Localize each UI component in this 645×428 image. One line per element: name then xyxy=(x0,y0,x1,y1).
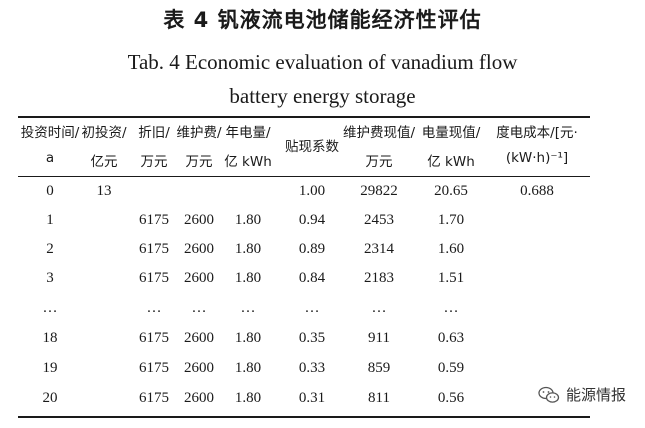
table-cell: 20 xyxy=(42,390,58,406)
table-cell: 2453 xyxy=(364,212,394,228)
table-cell: 6175 xyxy=(139,212,169,228)
column-header-7-line1: 维护费现值/ xyxy=(342,125,416,141)
watermark: 能源情报 xyxy=(538,384,626,405)
table-cell: 2314 xyxy=(364,241,394,257)
table-cell: 1.70 xyxy=(437,212,465,228)
table-cell: 859 xyxy=(367,360,391,376)
table-header-rule xyxy=(18,176,590,177)
table-cell: 0 xyxy=(46,183,54,199)
table-cell: … xyxy=(371,300,387,316)
table-cell: 6175 xyxy=(139,270,169,286)
table-cell: 0.33 xyxy=(298,360,326,376)
table-cell: … xyxy=(443,300,459,316)
column-header-8-line1: 电量现值/ xyxy=(421,125,481,141)
table-cell: 1.51 xyxy=(437,270,465,286)
table-title-en-line1: Tab. 4 Economic evaluation of vanadium f… xyxy=(127,50,518,74)
table-cell: 2600 xyxy=(184,390,214,406)
column-header-7-line2: 万元 xyxy=(365,154,393,170)
table-cell: … xyxy=(304,300,320,316)
table-cell: 1.80 xyxy=(234,270,262,286)
column-header-9-line1: 度电成本/[元· xyxy=(496,125,578,141)
table-cell: 1.80 xyxy=(234,360,262,376)
table-title-en-line2: battery energy storage xyxy=(229,84,416,108)
column-header-6-line1: 贴现系数 xyxy=(285,139,339,155)
table-cell: 0.84 xyxy=(298,270,326,286)
column-header-1-line1: 投资时间/ xyxy=(20,125,80,141)
column-header-9-line2: (kW·h)⁻¹] xyxy=(505,150,569,166)
table-cell: 2600 xyxy=(184,212,214,228)
table-cell: 6175 xyxy=(139,390,169,406)
table-cell: 1.80 xyxy=(234,212,262,228)
table-bottom-rule xyxy=(18,416,590,418)
table-cell: 0.31 xyxy=(298,390,326,406)
table-cell: 18 xyxy=(42,330,58,346)
table-cell: 811 xyxy=(368,390,390,406)
table-cell: 0.89 xyxy=(298,241,326,257)
table-cell: … xyxy=(240,300,256,316)
table-cell: 2600 xyxy=(184,270,214,286)
table-cell: 20.65 xyxy=(434,183,468,199)
table-cell: 0.56 xyxy=(437,390,465,406)
column-header-5-line1: 年电量/ xyxy=(225,125,271,141)
table-cell: 2 xyxy=(46,241,54,257)
table-cell: 2600 xyxy=(184,360,214,376)
table-cell: 29822 xyxy=(360,183,398,199)
column-header-2-line2: 亿元 xyxy=(90,154,118,170)
table-cell: 0.63 xyxy=(437,330,465,346)
column-header-2-line1: 初投资/ xyxy=(81,125,127,141)
table-cell: 19 xyxy=(42,360,58,376)
table-cell: … xyxy=(146,300,162,316)
table-cell: … xyxy=(42,300,58,316)
watermark-text: 能源情报 xyxy=(566,386,627,404)
table-top-rule xyxy=(18,116,590,118)
table-cell: 2600 xyxy=(184,330,214,346)
table-cell: 6175 xyxy=(139,360,169,376)
table-cell: 1 xyxy=(46,212,54,228)
table-cell: 1.80 xyxy=(234,241,262,257)
table-cell: 6175 xyxy=(139,241,169,257)
wechat-icon xyxy=(538,386,560,403)
table-title-cn: 表 4 钒液流电池储能经济性评估 xyxy=(163,8,482,32)
table-cell: 6175 xyxy=(139,330,169,346)
table-cell: 13 xyxy=(96,183,112,199)
table-cell: … xyxy=(191,300,207,316)
column-header-5-line2: 亿 kWh xyxy=(224,154,272,170)
column-header-4-line2: 万元 xyxy=(185,154,213,170)
table-cell: 911 xyxy=(368,330,390,346)
column-header-4-line1: 维护费/ xyxy=(176,125,222,141)
table-cell: 1.80 xyxy=(234,390,262,406)
column-header-3-line1: 折旧/ xyxy=(138,125,170,141)
table-cell: 1.60 xyxy=(437,241,465,257)
table-cell: 2600 xyxy=(184,241,214,257)
column-header-8-line2: 亿 kWh xyxy=(427,154,475,170)
table-cell: 0.94 xyxy=(298,212,326,228)
table-cell: 0.688 xyxy=(520,183,554,199)
table-cell: 0.59 xyxy=(437,360,465,376)
table-cell: 0.35 xyxy=(298,330,326,346)
table-cell: 3 xyxy=(46,270,54,286)
column-header-1-line2: a xyxy=(45,150,55,166)
table-cell: 2183 xyxy=(364,270,394,286)
column-header-3-line2: 万元 xyxy=(140,154,168,170)
table-cell: 1.00 xyxy=(298,183,326,199)
table-cell: 1.80 xyxy=(234,330,262,346)
